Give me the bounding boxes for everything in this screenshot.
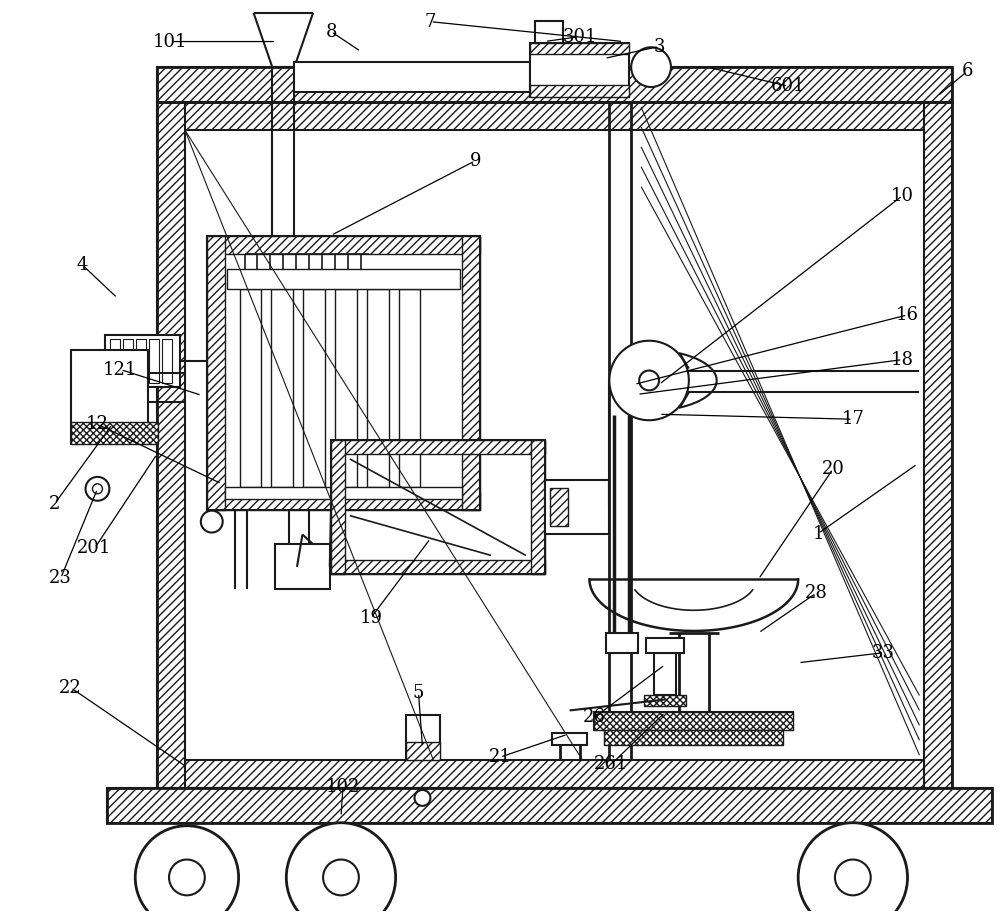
Circle shape bbox=[631, 48, 671, 87]
Bar bbox=[271, 289, 293, 487]
Text: 16: 16 bbox=[896, 306, 919, 324]
Text: 8: 8 bbox=[325, 23, 337, 40]
Text: 3: 3 bbox=[653, 37, 665, 56]
Circle shape bbox=[639, 370, 659, 390]
Bar bbox=[604, 730, 783, 745]
Text: 22: 22 bbox=[59, 678, 82, 696]
Text: 101: 101 bbox=[153, 33, 187, 50]
Circle shape bbox=[86, 477, 109, 501]
Text: 12: 12 bbox=[86, 415, 109, 433]
Bar bbox=[71, 422, 158, 444]
Text: 9: 9 bbox=[469, 152, 481, 170]
Bar bbox=[136, 339, 146, 383]
Text: 102: 102 bbox=[326, 778, 360, 796]
Bar bbox=[331, 441, 545, 454]
Bar bbox=[157, 760, 952, 788]
Bar bbox=[644, 695, 686, 707]
Text: 28: 28 bbox=[805, 584, 828, 602]
Text: 20: 20 bbox=[822, 460, 844, 478]
Bar bbox=[240, 289, 261, 487]
Circle shape bbox=[323, 859, 359, 896]
Bar bbox=[530, 43, 629, 97]
Circle shape bbox=[92, 484, 102, 494]
Bar bbox=[545, 481, 609, 534]
Bar bbox=[123, 339, 133, 383]
Circle shape bbox=[201, 511, 223, 533]
Circle shape bbox=[609, 341, 689, 420]
Bar bbox=[335, 289, 357, 487]
Circle shape bbox=[135, 825, 239, 914]
Text: 1: 1 bbox=[812, 525, 824, 543]
Bar bbox=[157, 68, 952, 102]
Bar bbox=[157, 102, 185, 788]
Bar bbox=[107, 788, 992, 823]
Text: 19: 19 bbox=[359, 609, 382, 627]
Text: 26: 26 bbox=[583, 708, 606, 727]
Circle shape bbox=[835, 859, 871, 896]
Bar bbox=[331, 441, 545, 574]
Bar bbox=[406, 742, 440, 760]
Bar bbox=[606, 632, 638, 653]
Bar bbox=[462, 237, 480, 510]
Text: 18: 18 bbox=[891, 351, 914, 368]
Bar bbox=[303, 289, 325, 487]
Bar bbox=[227, 269, 460, 289]
Bar bbox=[924, 102, 952, 788]
Circle shape bbox=[286, 823, 396, 914]
Bar bbox=[207, 237, 480, 510]
Bar bbox=[531, 441, 545, 574]
Bar bbox=[294, 62, 530, 92]
Circle shape bbox=[798, 823, 908, 914]
Bar bbox=[530, 85, 629, 97]
Bar bbox=[105, 335, 180, 387]
Bar bbox=[646, 638, 684, 653]
Bar bbox=[530, 43, 629, 55]
Text: 7: 7 bbox=[425, 13, 436, 31]
Text: 301: 301 bbox=[562, 27, 597, 46]
Bar bbox=[275, 545, 330, 590]
Bar bbox=[157, 102, 952, 788]
Text: 21: 21 bbox=[489, 749, 511, 766]
Text: 261: 261 bbox=[594, 755, 629, 773]
Text: 4: 4 bbox=[77, 256, 88, 274]
Text: 33: 33 bbox=[871, 643, 894, 662]
Bar bbox=[594, 712, 793, 730]
Bar bbox=[71, 350, 148, 444]
Bar bbox=[157, 102, 952, 130]
Bar bbox=[406, 716, 440, 760]
Bar bbox=[367, 289, 389, 487]
Bar bbox=[331, 560, 545, 574]
Bar bbox=[162, 339, 172, 383]
Bar bbox=[535, 21, 563, 43]
Text: 10: 10 bbox=[891, 186, 914, 205]
Bar bbox=[107, 788, 992, 823]
Bar bbox=[207, 237, 225, 510]
Bar bbox=[110, 339, 120, 383]
Bar bbox=[594, 712, 793, 730]
Circle shape bbox=[169, 859, 205, 896]
Bar bbox=[149, 339, 159, 383]
Bar bbox=[331, 441, 345, 574]
Text: 201: 201 bbox=[77, 539, 112, 558]
Bar bbox=[399, 289, 420, 487]
Text: 121: 121 bbox=[103, 360, 138, 378]
Bar bbox=[207, 237, 480, 254]
Text: 5: 5 bbox=[413, 684, 424, 702]
Bar bbox=[550, 488, 568, 526]
Bar bbox=[552, 733, 587, 745]
Circle shape bbox=[415, 790, 430, 806]
Bar bbox=[207, 492, 480, 510]
Text: 23: 23 bbox=[49, 569, 72, 588]
Text: 601: 601 bbox=[771, 78, 805, 95]
Text: 6: 6 bbox=[961, 62, 973, 80]
Bar bbox=[157, 68, 952, 102]
Text: 17: 17 bbox=[841, 410, 864, 429]
Bar bbox=[225, 487, 462, 499]
Bar bbox=[654, 653, 676, 695]
Text: 2: 2 bbox=[49, 494, 60, 513]
